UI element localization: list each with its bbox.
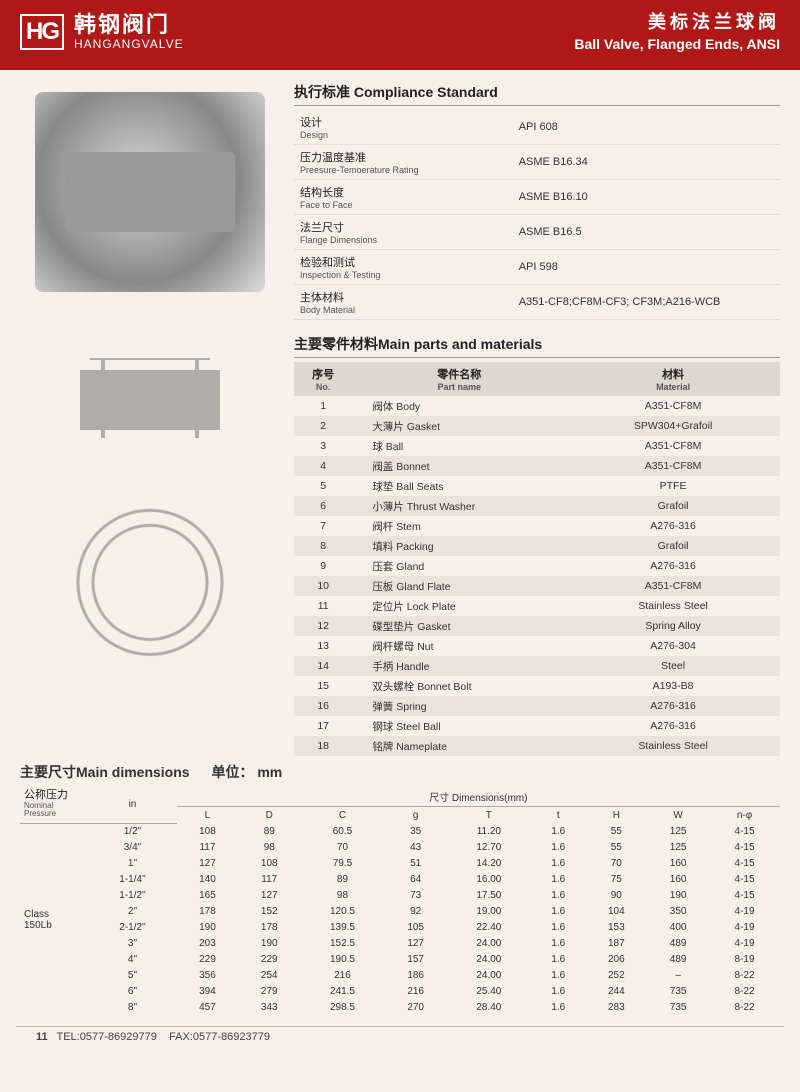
page-number: 11 [36, 1031, 48, 1043]
table-row: 11定位片 Lock PlateStainless Steel [294, 596, 780, 616]
table-row: 14手柄 HandleSteel [294, 656, 780, 676]
table-row: 2"178152120.59219.001.61043504-19 [20, 904, 780, 920]
dims-title: 主要尺寸Main dimensions 单位： mm [20, 762, 780, 782]
compliance-value: ASME B16.10 [513, 180, 780, 215]
table-row: 7阀杆 StemA276-316 [294, 516, 780, 536]
table-row: 8"457343298.527028.401.62837358-22 [20, 1000, 780, 1016]
header-bar: HG 韩钢阀门 HANGANGVALVE 美标法兰球阀 Ball Valve, … [0, 0, 800, 70]
table-row: 2大薄片 GasketSPW304+Grafoil [294, 416, 780, 436]
compliance-value: API 608 [513, 110, 780, 145]
compliance-value: ASME B16.5 [513, 215, 780, 250]
compliance-title: 执行标准 Compliance Standard [294, 82, 780, 106]
table-row: 3/4"11798704312.701.6551254-15 [20, 840, 780, 856]
product-photo [35, 92, 265, 292]
brand-cn: 韩钢阀门 [74, 13, 184, 37]
tech-drawing-side [30, 310, 270, 470]
table-row: 4"229229190.515724.001.62064898-19 [20, 952, 780, 968]
parts-table: 序号No. 零件名称Part name 材料Material 1阀体 BodyA… [294, 362, 780, 756]
compliance-label: 设计Design [294, 110, 513, 145]
table-row: 9压套 GlandA276-316 [294, 556, 780, 576]
compliance-label: 法兰尺寸Flange Dimensions [294, 215, 513, 250]
table-row: 15双头螺栓 Bonnet BoltA193-B8 [294, 676, 780, 696]
table-row: 5"35625421618624.001.6252–8-22 [20, 968, 780, 984]
left-column [20, 82, 280, 756]
table-row: 18铭牌 NameplateStainless Steel [294, 736, 780, 756]
compliance-label: 压力温度基准Preesure-Temoerature Rating [294, 145, 513, 180]
table-row: 10压板 Gland FlateA351-CF8M [294, 576, 780, 596]
table-row: 3"203190152.512724.001.61874894-19 [20, 936, 780, 952]
brand-en: HANGANGVALVE [74, 38, 184, 51]
table-row: 8填料 PackingGrafoil [294, 536, 780, 556]
compliance-label: 结构长度Face to Face [294, 180, 513, 215]
right-column: 执行标准 Compliance Standard 设计DesignAPI 608… [294, 82, 780, 756]
table-row: 1-1/2"165127987317.501.6901904-15 [20, 888, 780, 904]
logo-mark: HG [20, 14, 64, 50]
parts-title: 主要零件材料Main parts and materials [294, 334, 780, 358]
table-row: 6小薄片 Thrust WasherGrafoil [294, 496, 780, 516]
table-row: 16弹簧 SpringA276-316 [294, 696, 780, 716]
dimensions-block: 主要尺寸Main dimensions 单位： mm 公称压力Nominal P… [0, 762, 800, 1026]
nominal-pressure: Class150Lb [20, 823, 88, 1016]
table-row: Class150Lb1/2"1088960.53511.201.6551254-… [20, 823, 780, 840]
page-footer: 11 TEL:0577-86929779 FAX:0577-86923779 [16, 1026, 784, 1053]
compliance-label: 主体材料Body Material [294, 285, 513, 320]
dimensions-table: 公称压力Nominal Pressure in 尺寸 Dimensions(mm… [20, 786, 780, 1016]
tech-drawing-front [30, 478, 270, 668]
table-row: 4阀盖 BonnetA351-CF8M [294, 456, 780, 476]
table-row: 12碟型垫片 GasketSpring Alloy [294, 616, 780, 636]
compliance-label: 检验和测试Inspection & Testing [294, 250, 513, 285]
compliance-table: 设计DesignAPI 608压力温度基准Preesure-Temoeratur… [294, 110, 780, 320]
table-row: 1"12710879.55114.201.6701604-15 [20, 856, 780, 872]
table-row: 13阀杆螺母 NutA276-304 [294, 636, 780, 656]
table-row: 3球 BallA351-CF8M [294, 436, 780, 456]
table-row: 5球垫 Ball SeatsPTFE [294, 476, 780, 496]
table-row: 1阀体 BodyA351-CF8M [294, 396, 780, 416]
logo-block: HG 韩钢阀门 HANGANGVALVE [20, 13, 184, 50]
table-row: 1-1/4"140117896416.001.6751604-15 [20, 872, 780, 888]
compliance-value: A351-CF8;CF8M-CF3; CF3M;A216-WCB [513, 285, 780, 320]
page-title: 美标法兰球阀 Ball Valve, Flanged Ends, ANSI [574, 11, 780, 53]
compliance-value: API 598 [513, 250, 780, 285]
table-row: 2-1/2"190178139.510522.401.61534004-19 [20, 920, 780, 936]
table-row: 17钢球 Steel BallA276-316 [294, 716, 780, 736]
table-row: 6"394279241.521625.401.62447358-22 [20, 984, 780, 1000]
compliance-value: ASME B16.34 [513, 145, 780, 180]
